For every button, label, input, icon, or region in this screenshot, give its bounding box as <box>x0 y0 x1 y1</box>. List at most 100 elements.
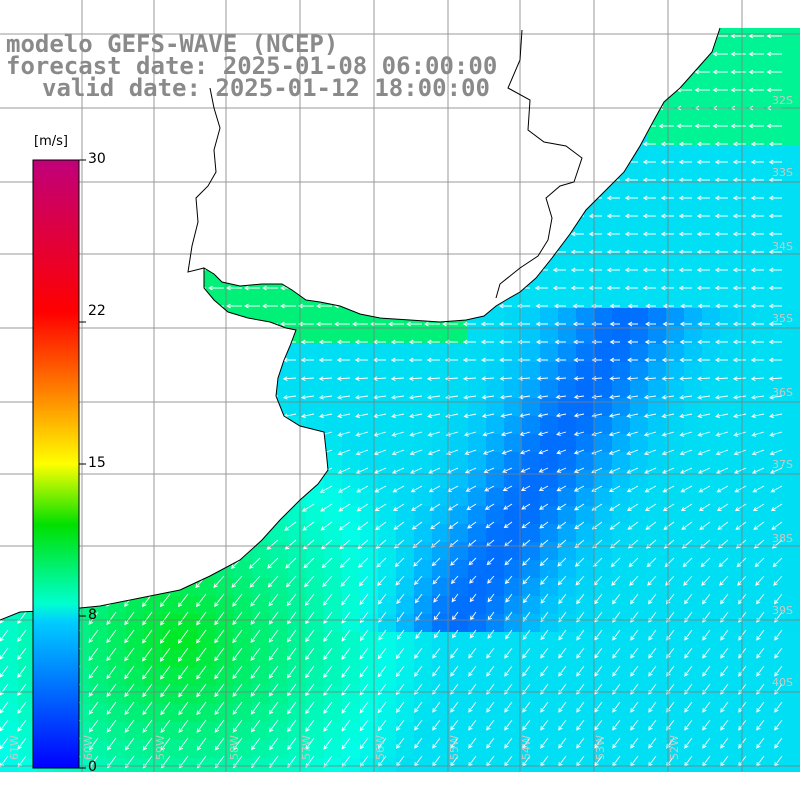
wind-arrow <box>17 701 27 714</box>
wind-cell <box>306 668 325 687</box>
wind-arrow <box>732 249 746 255</box>
wind-cell <box>792 488 800 507</box>
wind-arrow <box>730 87 746 93</box>
wind-cell <box>378 776 397 795</box>
wind-arrow <box>370 303 386 309</box>
wind-cell <box>324 416 343 435</box>
wind-arrow <box>588 87 602 93</box>
wind-arrow <box>395 701 405 714</box>
wind-cell <box>612 488 631 507</box>
wind-arrow <box>0 431 9 437</box>
wind-cell <box>0 128 19 147</box>
wind-arrow <box>142 611 153 626</box>
wind-arrow <box>244 249 260 255</box>
wind-arrow <box>464 449 477 455</box>
wind-cell <box>396 488 415 507</box>
wind-cell <box>756 506 775 525</box>
wind-arrow <box>406 285 422 291</box>
wind-cell <box>738 470 757 489</box>
wind-cell <box>252 614 271 633</box>
wind-arrow <box>536 376 549 381</box>
wind-cell <box>342 434 361 453</box>
wind-cell <box>342 776 361 795</box>
wind-cell <box>792 632 800 651</box>
wind-arrow <box>750 285 764 291</box>
wind-arrow <box>102 376 117 381</box>
wind-cell <box>90 488 109 507</box>
wind-cell <box>126 416 145 435</box>
wind-cell <box>126 326 145 345</box>
wind-cell <box>180 758 199 772</box>
wind-arrow <box>643 413 657 419</box>
wind-arrow <box>769 413 783 419</box>
wind-cell <box>576 308 595 327</box>
wind-cell <box>180 398 199 417</box>
wind-cell <box>720 560 739 579</box>
wind-cell <box>396 524 415 543</box>
wind-cell <box>162 290 181 309</box>
wind-cell <box>522 218 541 237</box>
wind-arrow <box>714 231 728 237</box>
wind-cell <box>198 326 217 345</box>
wind-arrow <box>537 431 549 436</box>
wind-cell <box>216 452 235 471</box>
wind-arrow <box>498 321 512 327</box>
wind-arrow <box>301 431 315 437</box>
wind-cell <box>108 164 127 183</box>
wind-arrow <box>462 249 476 255</box>
wind-arrow <box>0 213 8 219</box>
wind-cell <box>720 434 739 453</box>
wind-cell <box>792 722 800 741</box>
wind-arrow <box>100 231 116 237</box>
wind-arrow <box>122 539 135 551</box>
wind-arrow <box>158 557 171 570</box>
wind-arrow <box>262 231 278 237</box>
wind-arrow <box>644 467 657 474</box>
wind-cell <box>684 488 703 507</box>
wind-arrow <box>642 213 656 219</box>
wind-cell <box>414 740 433 759</box>
wind-cell <box>306 542 325 561</box>
wind-arrow <box>730 33 746 39</box>
wind-cell <box>162 452 181 471</box>
wind-arrow <box>208 285 224 291</box>
wind-cell <box>324 704 343 723</box>
wind-arrow <box>226 249 242 255</box>
wind-arrow <box>442 303 458 309</box>
wind-cell <box>414 326 433 345</box>
wind-cell <box>0 308 19 327</box>
wind-cell <box>324 686 343 705</box>
wind-cell <box>756 38 775 57</box>
wind-arrow <box>0 195 8 201</box>
wind-cell <box>342 758 361 772</box>
wind-arrow <box>174 449 189 456</box>
wind-cell <box>468 254 487 273</box>
wind-arrow <box>535 339 548 345</box>
wind-cell <box>360 200 379 219</box>
wind-arrow <box>486 647 495 659</box>
wind-cell <box>378 650 397 669</box>
wind-arrow <box>408 339 422 345</box>
wind-arrow <box>750 339 764 345</box>
wind-arrow <box>388 159 404 165</box>
wind-cell <box>396 218 415 237</box>
wind-cell <box>18 740 37 759</box>
wind-cell <box>432 740 451 759</box>
wind-arrow <box>136 267 152 273</box>
wind-arrow <box>504 647 513 659</box>
wind-cell <box>18 776 37 795</box>
wind-arrow <box>226 195 242 201</box>
wind-cell <box>270 488 289 507</box>
wind-cell <box>252 146 271 165</box>
wind-cell <box>378 164 397 183</box>
wind-arrow <box>138 413 153 419</box>
wind-arrow <box>772 557 783 568</box>
wind-arrow <box>480 321 494 327</box>
wind-arrow <box>304 593 315 606</box>
wind-cell <box>36 776 55 795</box>
wind-cell <box>702 164 721 183</box>
wind-cell <box>468 146 487 165</box>
wind-cell <box>126 380 145 399</box>
wind-cell <box>756 776 775 795</box>
wind-arrow <box>482 431 495 437</box>
